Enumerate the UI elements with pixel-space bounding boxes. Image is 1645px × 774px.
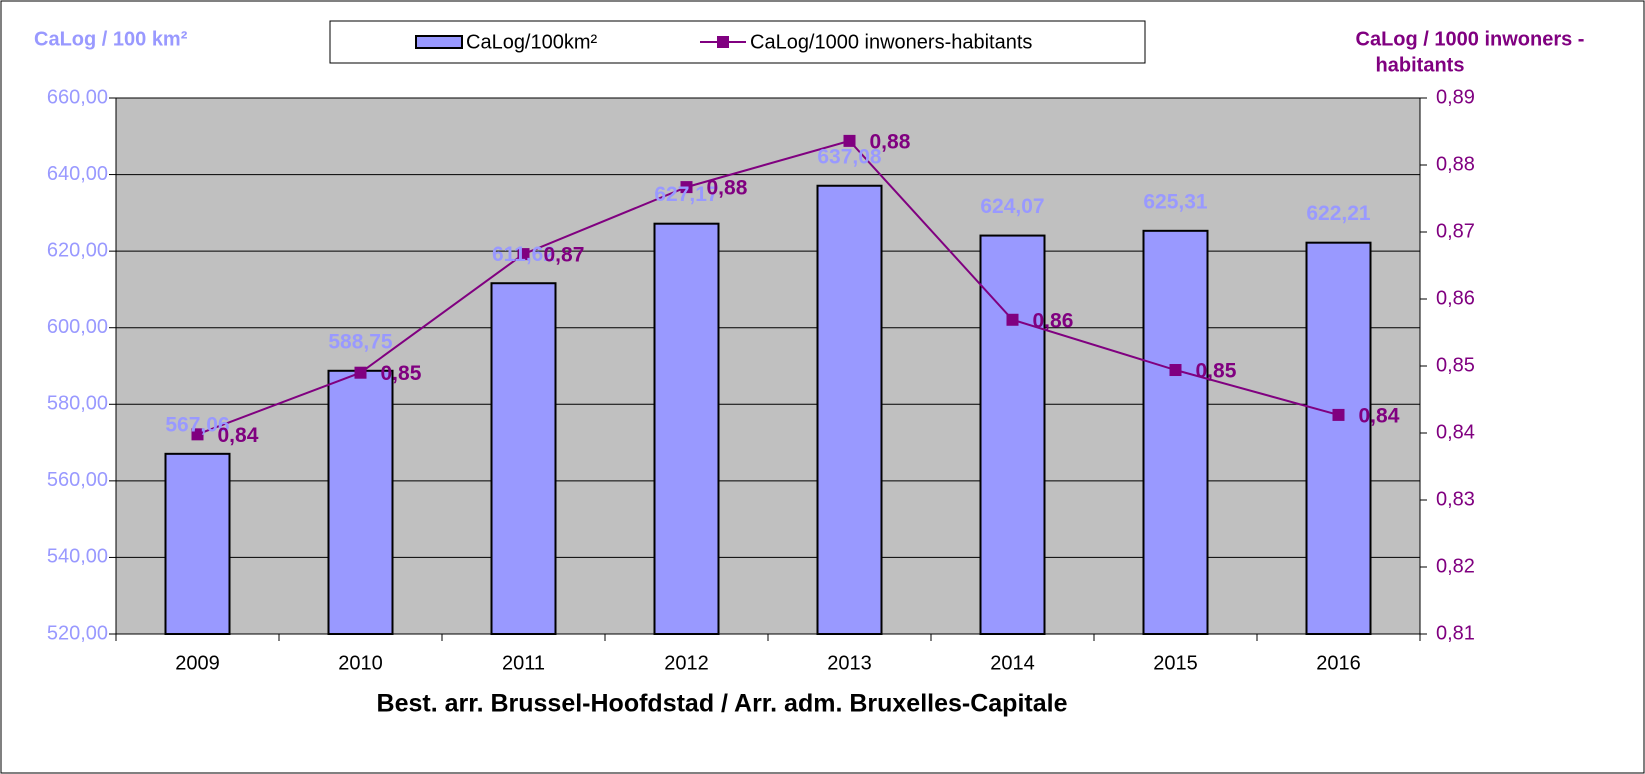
x-tick-label: 2016: [1316, 652, 1361, 674]
line-marker: [1169, 364, 1182, 377]
line-marker: [1006, 313, 1019, 326]
bar-value-label: 627,17: [654, 183, 718, 206]
y-tick-label: 560,00: [47, 469, 108, 491]
y-tick-label: 600,00: [47, 316, 108, 338]
x-tick-label: 2011: [502, 652, 545, 674]
line-marker: [680, 181, 693, 194]
line-value-label: 0,86: [1033, 309, 1074, 332]
bar-value-label: 637,08: [817, 145, 882, 168]
y-tick-label: 520,00: [47, 622, 108, 644]
y-tick-label: 540,00: [47, 546, 108, 568]
bar: [164, 452, 231, 635]
x-tick-label: 2009: [175, 652, 220, 674]
line-value-label: 0,88: [707, 177, 748, 200]
y2-axis-title: CaLog / 1000 inwoners -: [1356, 28, 1585, 50]
bar-value-label: 622,21: [1306, 202, 1371, 225]
bar: [979, 234, 1046, 635]
line-value-label: 0,84: [1359, 404, 1400, 427]
bar: [490, 282, 557, 635]
bar-value-label: 588,75: [328, 330, 393, 353]
y2-tick-label: 0,83: [1436, 488, 1475, 510]
y-tick-label: 580,00: [47, 393, 108, 415]
y2-tick-label: 0,86: [1436, 287, 1475, 309]
line-marker: [517, 248, 530, 261]
bar: [1305, 241, 1372, 636]
y2-axis-title: habitants: [1376, 54, 1465, 76]
y2-tick-label: 0,87: [1436, 220, 1475, 242]
bar-value-label: 624,07: [980, 195, 1044, 218]
y-tick-label: 640,00: [47, 163, 108, 185]
x-tick-label: 2012: [664, 652, 709, 674]
line-marker: [1332, 408, 1345, 421]
y2-tick-label: 0,89: [1436, 86, 1475, 108]
y2-tick-label: 0,82: [1436, 555, 1475, 577]
legend-label: CaLog/1000 inwoners-habitants: [750, 31, 1032, 53]
line-marker: [354, 366, 367, 379]
bar-value-label: 611,62: [492, 243, 555, 266]
line-value-label: 0,84: [218, 424, 259, 447]
x-axis-title: Best. arr. Brussel-Hoofdstad / Arr. adm.…: [377, 690, 1068, 718]
x-tick-label: 2014: [990, 652, 1035, 674]
y2-tick-label: 0,88: [1436, 153, 1475, 175]
line-value-label: 0,85: [381, 362, 422, 385]
x-tick-label: 2013: [827, 652, 872, 674]
y-tick-label: 620,00: [47, 239, 108, 261]
legend-label: CaLog/100km²: [466, 31, 598, 53]
line-value-label: 0,87: [544, 244, 585, 267]
x-tick-label: 2015: [1153, 652, 1198, 674]
y2-tick-label: 0,85: [1436, 354, 1475, 376]
y-tick-label: 660,00: [47, 86, 108, 108]
y-axis-title: CaLog / 100 km²: [34, 28, 188, 50]
bar-value-label: 567,06: [165, 413, 229, 436]
line-value-label: 0,85: [1196, 360, 1237, 383]
bar-value-label: 625,31: [1143, 190, 1208, 213]
y2-tick-label: 0,81: [1436, 622, 1475, 644]
line-marker: [843, 134, 856, 147]
legend-marker: [717, 36, 729, 48]
line-value-label: 0,88: [870, 130, 911, 153]
bar: [1142, 229, 1209, 635]
bar: [653, 222, 720, 636]
line: [197, 139, 1339, 436]
x-tick-label: 2010: [338, 652, 383, 674]
line-marker: [191, 428, 204, 441]
legend-swatch: [415, 35, 463, 49]
bar: [816, 184, 883, 635]
y2-tick-label: 0,84: [1436, 421, 1475, 443]
bar: [327, 369, 394, 635]
